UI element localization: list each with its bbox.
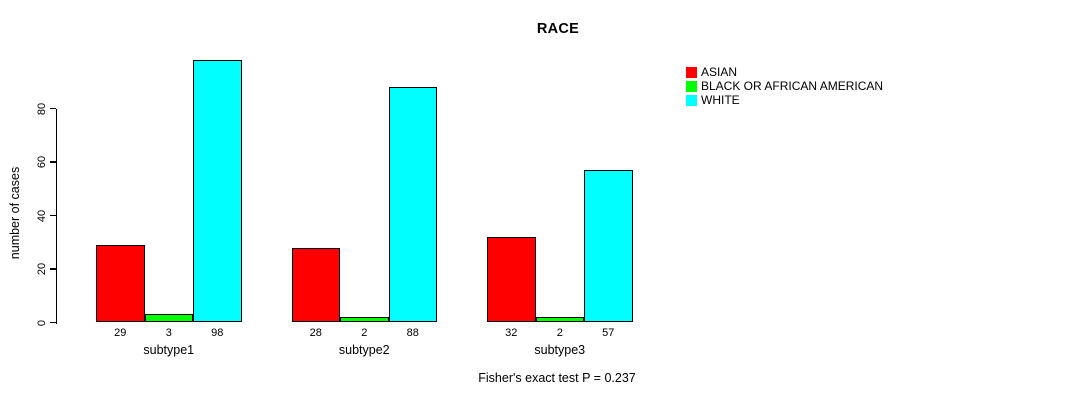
bar-value-label: 28 (309, 327, 322, 339)
bar-asian-subtype3 (487, 236, 536, 323)
legend-swatch-black-or-african-american (686, 80, 697, 92)
bar-white-subtype1 (193, 60, 242, 323)
y-axis-tick (49, 268, 56, 270)
bar-asian-subtype1 (96, 244, 145, 323)
bar-value-label: 2 (361, 327, 368, 339)
y-axis-tick-label: 40 (36, 209, 48, 222)
chart-title: RACE (536, 21, 580, 37)
bar-value-label: 2 (556, 327, 563, 339)
legend-item-white: WHITE (686, 93, 883, 107)
y-axis-tick-label: 20 (36, 262, 48, 276)
bar-value-label: 29 (114, 327, 127, 339)
bar-value-label: 98 (211, 327, 224, 339)
bar-black-or-african-american-subtype2 (340, 317, 389, 323)
y-axis-line (55, 108, 57, 324)
bar-value-label: 88 (406, 327, 419, 339)
bar-white-subtype3 (584, 170, 633, 323)
legend-label-asian: ASIAN (701, 65, 738, 79)
fisher-test-annotation: Fisher's exact test P = 0.237 (478, 371, 636, 385)
x-axis-category-label: subtype3 (534, 343, 586, 357)
y-axis-tick (49, 107, 56, 110)
y-axis-tick (49, 321, 56, 324)
bar-white-subtype2 (388, 87, 437, 323)
bar-black-or-african-american-subtype3 (535, 317, 584, 323)
legend-item-asian: ASIAN (686, 65, 883, 79)
y-axis-tick-label: 0 (36, 319, 48, 326)
bar-black-or-african-american-subtype1 (144, 314, 193, 323)
y-axis-tick (49, 161, 56, 163)
bar-value-label: 57 (602, 327, 615, 339)
bar-value-label: 3 (165, 327, 172, 339)
bar-value-label: 32 (505, 327, 518, 339)
bar-asian-subtype2 (291, 247, 340, 323)
legend-swatch-asian (686, 66, 697, 78)
y-axis-tick (49, 214, 56, 217)
legend-swatch-white (686, 94, 697, 106)
legend: ASIAN BLACK OR AFRICAN AMERICAN WHITE (686, 65, 883, 107)
legend-label-white: WHITE (701, 93, 740, 107)
legend-item-black-or-african-american: BLACK OR AFRICAN AMERICAN (686, 79, 883, 93)
y-axis-tick-label: 60 (36, 155, 48, 169)
x-axis-category-label: subtype1 (143, 343, 195, 357)
legend-label-black-or-african-american: BLACK OR AFRICAN AMERICAN (701, 79, 884, 93)
y-axis-tick-label: 80 (36, 102, 48, 115)
x-axis-category-label: subtype2 (338, 343, 390, 357)
